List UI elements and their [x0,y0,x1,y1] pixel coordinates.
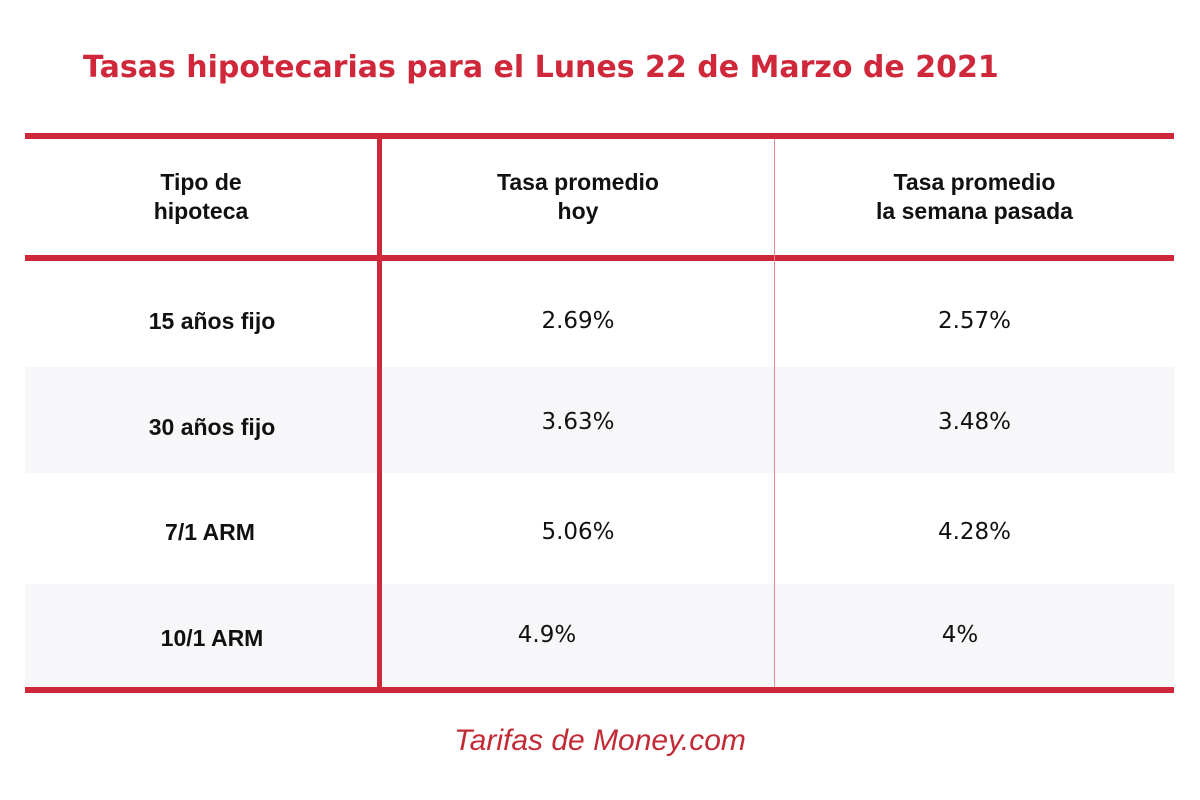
table-top-rule [25,133,1174,139]
chart-title: Tasas hipotecarias para el Lunes 22 de M… [83,50,999,85]
header-today: Tasa promedio hoy [497,169,659,224]
rates-table: Tipo de hipoteca Tasa promedio hoy Tasa pr… [25,133,1174,693]
rate-today: 4.9% [517,622,577,648]
rate-last-week: 3.48% [937,409,1012,435]
row-label: 15 años fijo [148,307,276,334]
rate-last-week: 2.57% [937,308,1012,334]
rate-today: 2.69% [541,308,615,334]
row-stripe [25,367,1174,473]
table-bottom-rule [25,687,1174,693]
row-label: 7/1 ARM [165,518,255,545]
header-bottom-rule [25,255,1174,261]
source-credit: Tarifas de Money.com [454,724,746,757]
row-stripe [25,584,1174,690]
rate-last-week: 4% [941,622,979,648]
rate-today: 3.63% [541,409,615,435]
row-label: 30 años fijo [148,413,276,440]
row-label: 10/1 ARM [160,624,264,651]
rate-today: 5.06% [541,519,615,545]
header-last-week: Tasa promedio la semana pasada [876,169,1073,224]
column-divider-thick [377,139,382,689]
rate-last-week: 4.28% [937,519,1012,545]
header-type: Tipo de hipoteca [153,169,249,224]
column-divider-thin [774,139,775,687]
